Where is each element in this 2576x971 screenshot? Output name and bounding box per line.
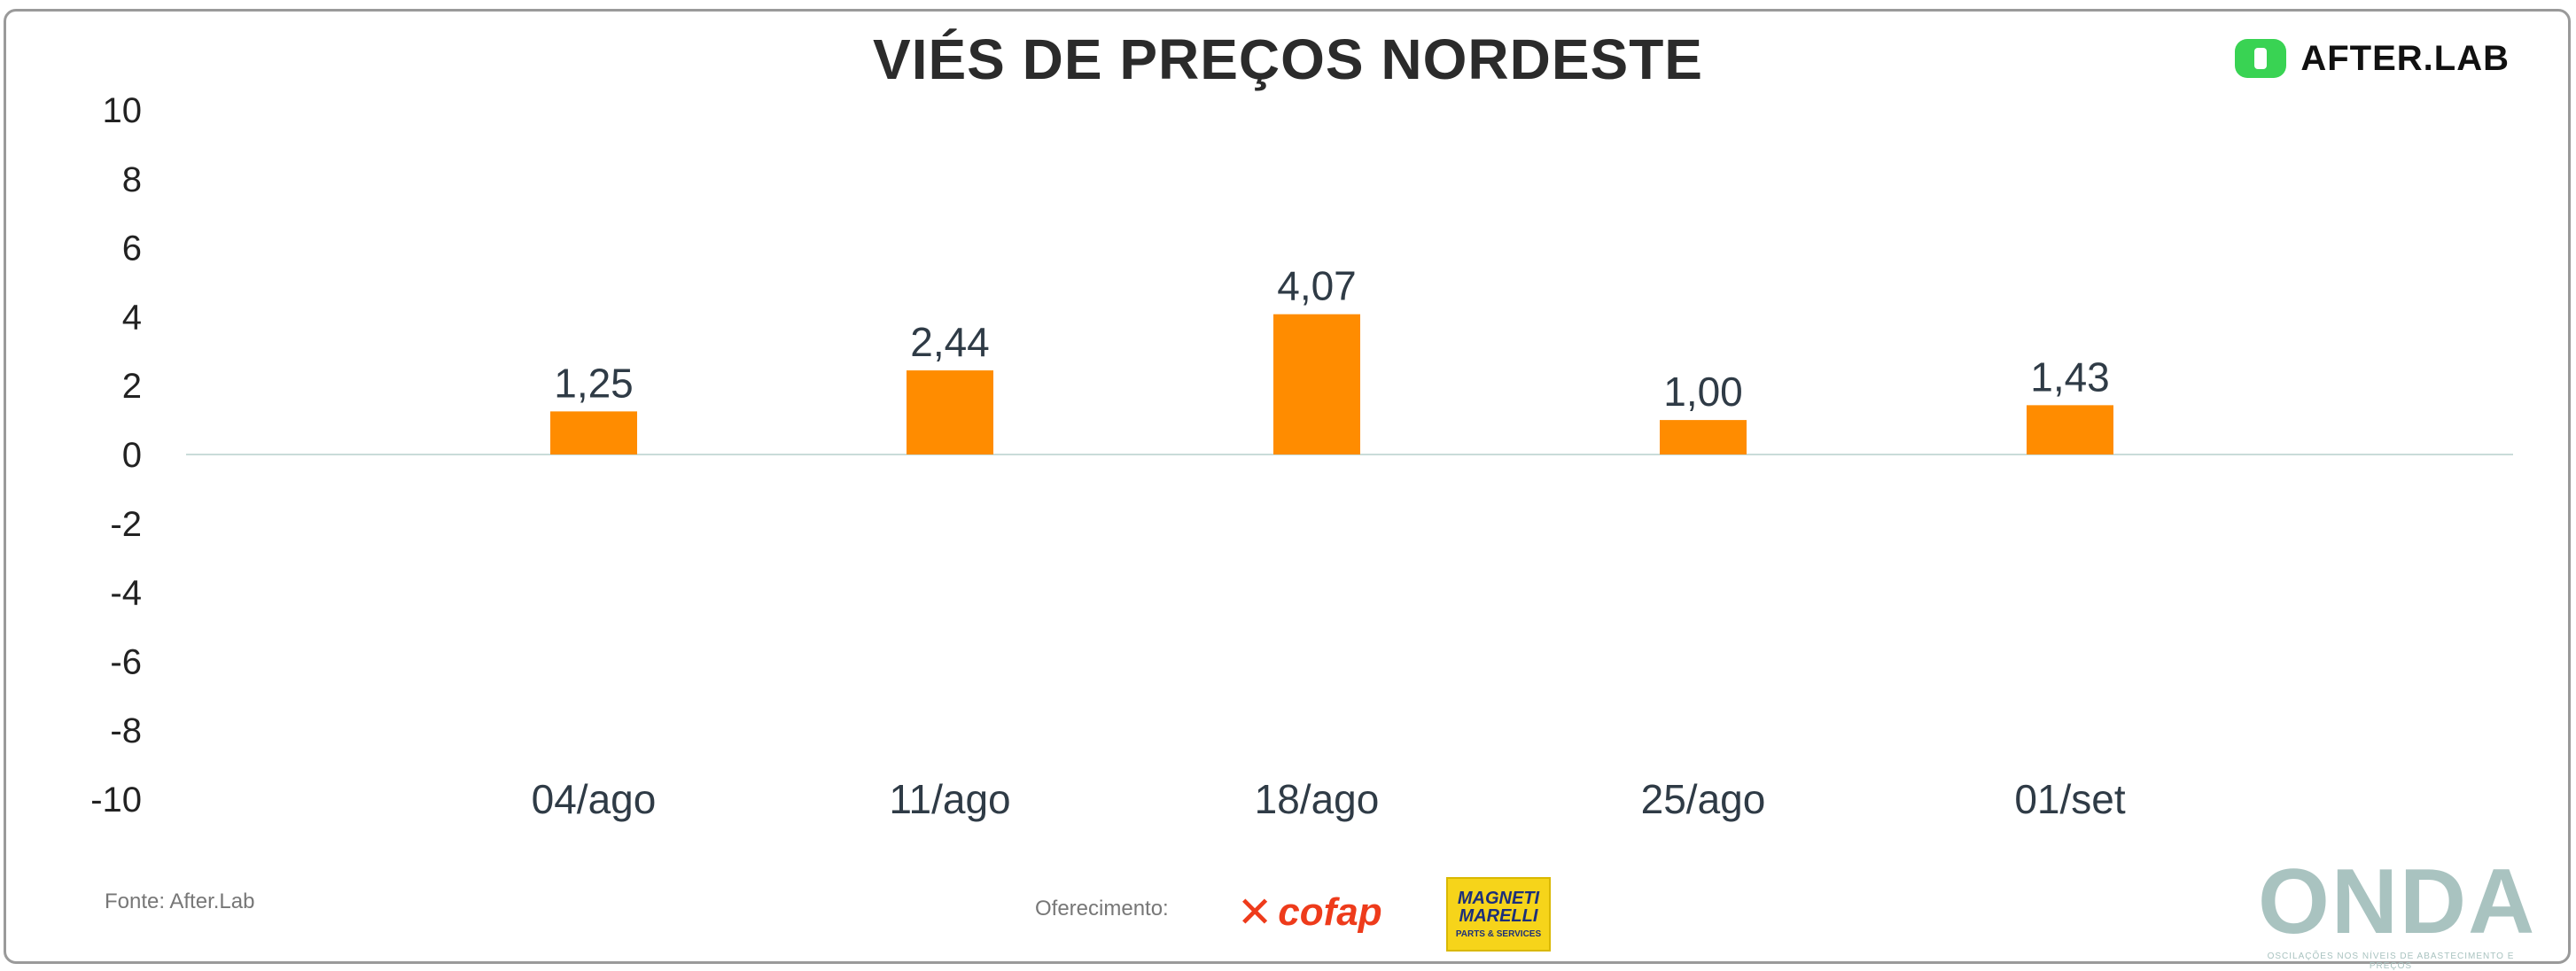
y-tick-label: 0 <box>122 436 142 475</box>
y-tick-label: -6 <box>110 642 142 681</box>
y-tick-label: 4 <box>122 298 142 337</box>
sponsor-magneti-logo: MAGNETI MARELLI PARTS & SERVICES <box>1446 877 1551 952</box>
source-note: Fonte: After.Lab <box>105 889 255 913</box>
data-label: 1,00 <box>1663 369 1743 415</box>
y-tick-label: 6 <box>122 229 142 268</box>
bar-01-set <box>2027 405 2113 454</box>
data-label: 2,44 <box>910 319 990 365</box>
onda-logo: ONDA OSCILAÇÕES NOS NÍVEIS DE ABASTECIME… <box>2258 851 2537 971</box>
brand-logo: AFTER.LAB <box>2231 32 2510 85</box>
cofap-x-icon: ✕ <box>1237 889 1273 936</box>
chart-title: VIÉS DE PREÇOS NORDESTE <box>873 27 1703 91</box>
sponsor-magneti-line3: PARTS & SERVICES <box>1455 929 1542 939</box>
sponsor-cofap-logo: ✕ cofap <box>1237 888 1382 937</box>
y-tick-label: 8 <box>122 160 142 199</box>
x-tick-label: 04/ago <box>532 776 657 822</box>
sponsor-magneti-line1: MAGNETI <box>1457 889 1540 908</box>
sponsor-magneti-line2: MARELLI <box>1459 906 1538 926</box>
x-tick-label: 18/ago <box>1255 776 1380 822</box>
bar-04-ago <box>550 411 637 454</box>
bar-25-ago <box>1660 420 1747 454</box>
chart-frame <box>4 9 2571 964</box>
data-label: 4,07 <box>1277 263 1357 309</box>
y-tick-label: -2 <box>110 505 142 544</box>
data-label: 1,43 <box>2030 353 2110 400</box>
x-tick-label: 01/set <box>2014 776 2126 822</box>
y-tick-label: -10 <box>90 781 142 820</box>
x-tick-label: 11/ago <box>889 776 1010 822</box>
bar-chart: 10 8 6 4 2 0 -2 -4 -6 -8 -10 1,25 04/ago 2,44 11/ago 4,… <box>90 91 2513 822</box>
data-label: 1,25 <box>554 360 634 406</box>
sponsor-cofap-name: cofap <box>1278 890 1382 934</box>
brand-icon <box>2235 39 2287 78</box>
bar-18-ago <box>1273 314 1360 454</box>
brand-name: AFTER.LAB <box>2300 38 2510 78</box>
onda-tagline: OSCILAÇÕES NOS NÍVEIS DE ABASTECIMENTO E… <box>2267 952 2515 971</box>
y-tick-label: -4 <box>110 574 142 613</box>
y-tick-label: -8 <box>110 711 142 750</box>
onda-wordmark: ONDA <box>2258 851 2537 953</box>
x-tick-label: 25/ago <box>1641 776 1766 822</box>
y-tick-label: 10 <box>103 91 143 130</box>
y-tick-label: 2 <box>122 367 142 406</box>
sponsor-label: Oferecimento: <box>1035 897 1169 921</box>
bar-11-ago <box>907 370 993 454</box>
